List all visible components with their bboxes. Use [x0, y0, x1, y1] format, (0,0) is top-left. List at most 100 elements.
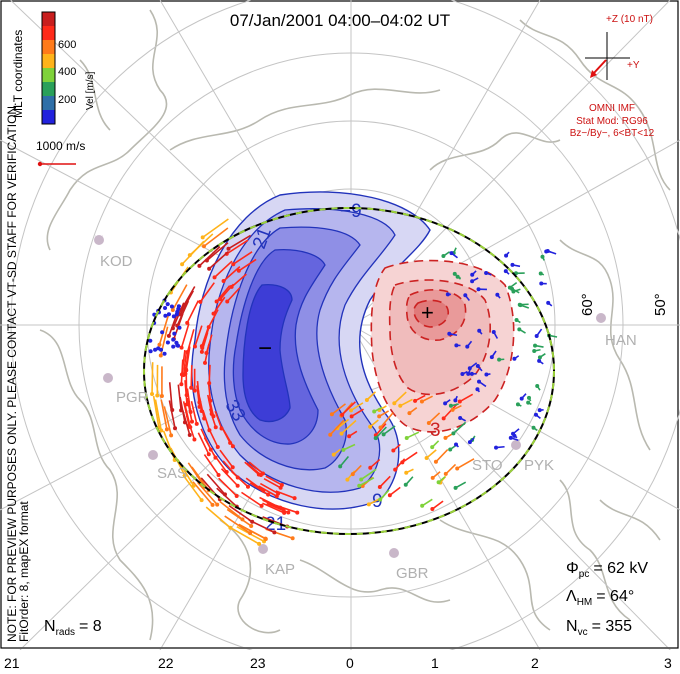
vector-origin [347, 434, 352, 439]
svg-text:Φpc= 62 kV: Φpc = 62 kV [566, 560, 648, 580]
vector-origin [192, 344, 197, 349]
vector-origin [420, 503, 425, 508]
velocity-vector [393, 391, 407, 404]
vector-origin [159, 428, 164, 433]
velocity-vector [421, 498, 433, 507]
vector-origin [426, 420, 431, 425]
velocity-vector [238, 524, 267, 540]
colorbar-swatch [42, 40, 55, 55]
velocity-colorbar: 600 400 200 Vel [m/s] [41, 11, 96, 125]
velocity-vector [182, 350, 188, 376]
velocity-vector [187, 462, 206, 488]
scale-vector-label: 1000 m/s [36, 139, 85, 153]
vector-origin [201, 244, 206, 249]
velocity-vector [259, 482, 279, 495]
velocity-vector [168, 400, 176, 429]
vector-origin [537, 408, 542, 413]
velocity-vector [456, 458, 475, 470]
vector-origin [463, 293, 468, 298]
velocity-vector [208, 397, 215, 417]
velocity-vector [186, 388, 192, 413]
vector-origin [377, 484, 382, 489]
contour-label: −9 [340, 201, 362, 222]
velocity-vector [401, 451, 418, 464]
vector-origin [475, 363, 480, 368]
vector-origin [153, 347, 158, 352]
vector-origin [295, 510, 300, 515]
vector-origin [531, 425, 536, 430]
vector-origin [200, 235, 205, 240]
velocity-vector [163, 406, 172, 436]
vector-origin [404, 435, 409, 440]
velocity-vector [379, 412, 394, 428]
velocity-vector [216, 285, 231, 302]
vector-origin [452, 271, 457, 276]
velocity-vector [194, 325, 203, 347]
velocity-vector [218, 477, 238, 497]
velocity-vector [263, 477, 282, 489]
colorbar-swatch [42, 68, 55, 83]
velocity-vector [258, 485, 278, 497]
vector-origin [540, 254, 545, 259]
vector-origin [173, 426, 178, 431]
vector-origin [215, 445, 220, 450]
vector-origin [535, 383, 540, 388]
vector-origin [450, 407, 455, 412]
coord-label: MLT coordinates [11, 30, 25, 118]
vector-origin [213, 425, 218, 430]
vector-origin [391, 448, 396, 453]
station-label: GBR [396, 565, 429, 582]
vector-origin [187, 432, 192, 437]
phi-symbol: Φ [566, 560, 579, 577]
velocity-vector [158, 315, 169, 345]
velocity-vector [185, 346, 191, 371]
vector-origin [539, 281, 544, 286]
vector-origin [292, 496, 297, 501]
vector-origin [228, 440, 233, 445]
velocity-vector [216, 487, 238, 508]
vector-origin [443, 435, 448, 440]
vector-origin [368, 424, 373, 429]
velocity-vector [160, 399, 168, 430]
vector-origin [470, 279, 475, 284]
velocity-vector [228, 504, 253, 523]
vector-origin [157, 342, 162, 347]
station-label: STO [472, 457, 503, 474]
velocity-vector [352, 464, 362, 475]
vector-origin [392, 401, 397, 406]
vector-origin [165, 302, 170, 307]
vector-origin [174, 340, 179, 345]
velocity-vector [223, 266, 241, 282]
vector-origin [172, 331, 177, 336]
vector-origin [171, 344, 176, 349]
vector-origin [532, 349, 537, 354]
vector-origin [231, 262, 236, 267]
vector-origin [458, 415, 463, 420]
vector-origin [546, 300, 551, 305]
mlt-tick: 22 [158, 655, 174, 671]
colorbar-tick: 200 [58, 94, 76, 106]
vector-origin [537, 358, 542, 363]
vector-origin [475, 387, 480, 392]
velocity-vector [196, 385, 201, 407]
vector-origin [460, 372, 465, 377]
velocity-vector [360, 468, 377, 481]
station-label: SAS [157, 465, 187, 482]
velocity-vector [459, 393, 474, 403]
potential-minimum-marker: − [258, 335, 272, 362]
velocity-vector [214, 260, 233, 278]
velocity-vector [220, 468, 239, 487]
velocity-vector [399, 398, 413, 407]
velocity-vector [329, 419, 345, 436]
velocity-vector [379, 475, 391, 488]
velocity-vector [214, 410, 223, 429]
velocity-vector [262, 502, 285, 514]
vector-origin [413, 398, 418, 403]
imf-clock: +Z (10 nT) +Y OMNI IMF Stat Mod: RG96 Bz… [570, 14, 655, 139]
vector-origin [170, 407, 175, 412]
velocity-vector [266, 502, 289, 514]
vector-origin [526, 395, 531, 400]
vector-origin [199, 498, 204, 503]
vector-origin [226, 246, 231, 251]
